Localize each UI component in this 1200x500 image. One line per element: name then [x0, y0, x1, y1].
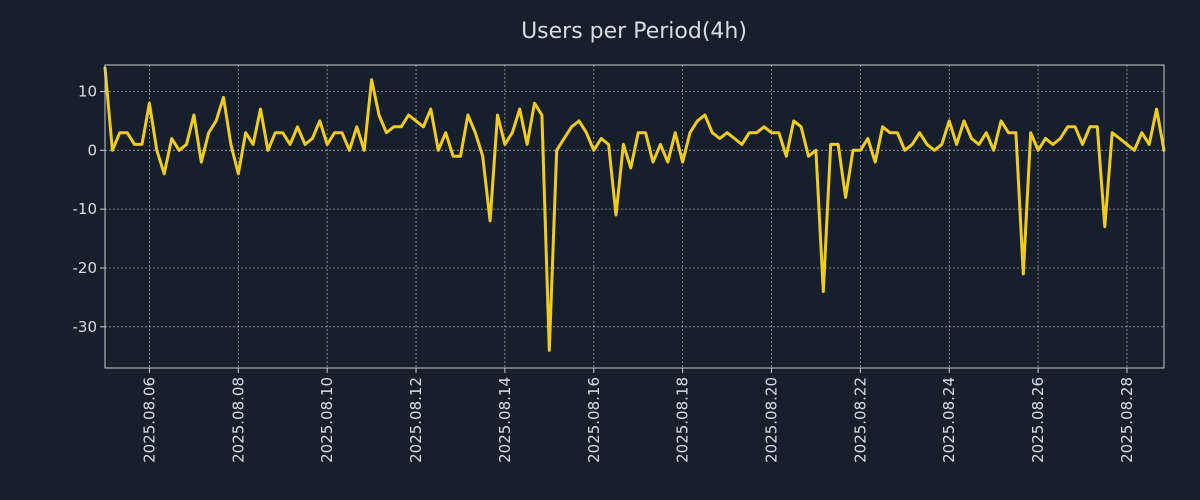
plot-frame [104, 64, 1165, 369]
y-tick-label: 10 [78, 82, 97, 100]
y-axis: 10 0 -10 -20 -30 [73, 82, 105, 336]
series-layer [103, 66, 1166, 352]
chart-title: Users per Period(4h) [521, 19, 747, 44]
x-axis: 2025.08.06 2025.08.08 2025.08.10 2025.08.12… [140, 368, 1136, 463]
y-tick-label: -30 [73, 318, 98, 336]
x-tick-label: 2025.08.24 [940, 377, 958, 463]
grid [105, 65, 1164, 368]
y-tick-label: -10 [73, 200, 98, 218]
x-tick-label: 2025.08.06 [140, 377, 158, 463]
y-tick-label: -20 [73, 259, 98, 277]
series-line-users [103, 66, 1166, 352]
x-tick-label: 2025.08.12 [407, 377, 425, 463]
x-tick-label: 2025.08.18 [674, 377, 692, 463]
x-tick-label: 2025.08.26 [1029, 377, 1047, 463]
x-tick-label: 2025.08.08 [229, 377, 247, 463]
x-tick-label: 2025.08.14 [496, 377, 514, 463]
x-tick-label: 2025.08.20 [763, 377, 781, 463]
x-tick-label: 2025.08.22 [851, 377, 869, 463]
x-tick-label: 2025.08.28 [1118, 377, 1136, 463]
x-tick-label: 2025.08.16 [585, 377, 603, 463]
y-tick-label: 0 [87, 141, 97, 159]
x-tick-label: 2025.08.10 [318, 377, 336, 463]
